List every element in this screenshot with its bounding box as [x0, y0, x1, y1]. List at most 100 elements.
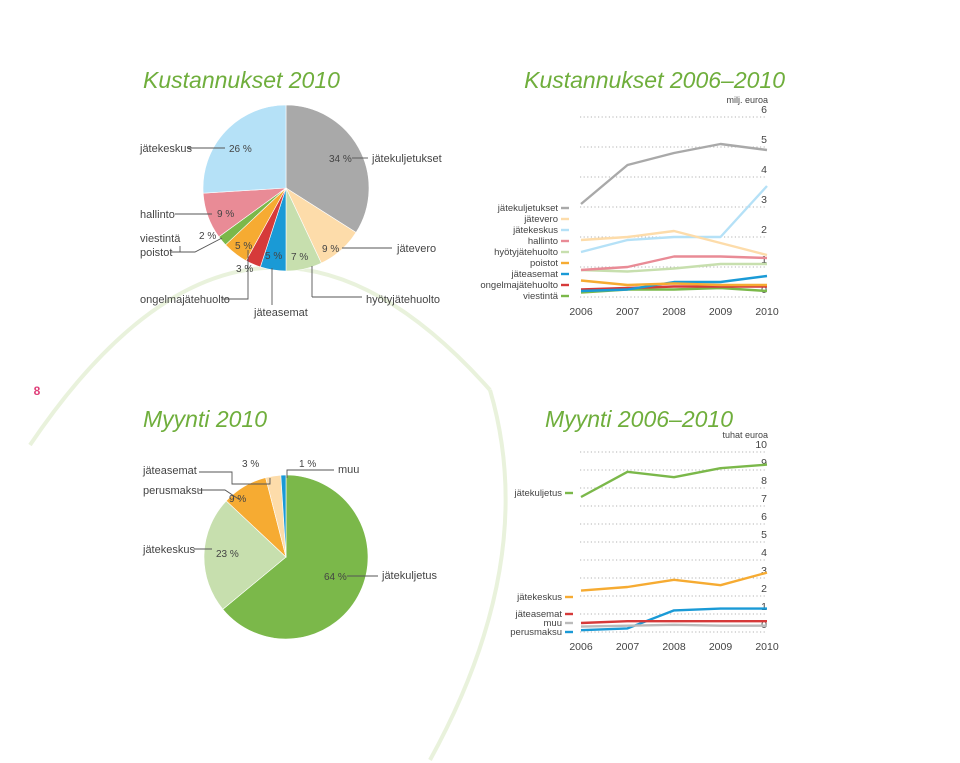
sales-trend-series-muu: [580, 623, 767, 628]
costs-label-jatevero: jätevero: [396, 243, 436, 255]
costs-2010-leader-lines: [171, 147, 392, 305]
sales-trend-legend-label-jateasemat: jäteasemat: [515, 609, 563, 620]
costs-2010-slice-jatekeskus: [202, 104, 287, 194]
sales-trend-unit-label: tuhat euroa: [722, 430, 768, 440]
costs-label-jatekuljetukset: jätekuljetukset: [371, 153, 442, 165]
costs-trend-legend-label-ongelmajatehuolto: ongelmajätehuolto: [480, 280, 558, 291]
costs-trend-legend: jätekuljetuksetjäteverojätekeskushallint…: [480, 203, 569, 302]
sales-trend-series-jatekuljetus: [580, 463, 768, 499]
sales-value-muu: 3 %: [242, 459, 259, 470]
sales-2010-slices: [203, 474, 369, 640]
sales-leader-jateasemat-muu: [199, 471, 271, 485]
sales-2010-slice-jatekeskus: [203, 500, 287, 610]
costs-trend-ytick-6: 6: [761, 104, 767, 116]
costs-trend-xtick-2006: 2006: [569, 306, 593, 318]
sales-value-jatekuljetus: 64 %: [324, 572, 347, 583]
sales-2010-slice-jatekuljetus: [222, 474, 369, 640]
sales-trend-legend: jätekuljetus jätekeskus jäteasematmuuperus…: [510, 488, 573, 638]
sales-2006-2010-line-chart: Myynti 2006–2010 tuhat euroa 01234567891…: [510, 406, 779, 653]
costs-value-ongelmajatehuolto: 3 %: [236, 264, 253, 275]
decorative-watermark: [28, 265, 508, 761]
costs-2010-title: Kustannukset 2010: [143, 67, 340, 93]
sales-trend-ytick-3: 3: [761, 565, 767, 577]
sales-trend-ytick-4: 4: [761, 547, 767, 559]
sales-trend-series-jateasemat: [580, 620, 767, 625]
sales-trend-title: Myynti 2006–2010: [545, 406, 733, 432]
sales-label-muu: muu: [338, 464, 359, 476]
costs-2010-slice-jatekuljetukset: [285, 104, 370, 233]
costs-label-jateasemat: jäteasemat: [253, 307, 308, 319]
costs-trend-ytick-5: 5: [761, 134, 767, 146]
costs-trend-ytick-4: 4: [761, 164, 767, 176]
costs-label-viestinta: viestintä: [140, 233, 181, 245]
sales-trend-legend-label-jatekuljetus: jätekuljetus: [513, 488, 562, 499]
costs-value-viestinta: 2 %: [199, 231, 216, 242]
costs-trend-series-jatekuljetukset: [580, 142, 768, 205]
costs-2010-slices: [202, 104, 370, 272]
sales-trend-legend-label-muu: muu: [544, 618, 562, 629]
sales-trend-ytick-1: 1: [761, 601, 767, 613]
sales-label-perusmaksu: perusmaksu: [143, 485, 203, 497]
sales-trend-ytick-9: 9: [761, 457, 767, 469]
costs-trend-legend-label-viestinta: viestintä: [523, 291, 559, 302]
costs-trend-series-jatevero: [580, 229, 768, 257]
costs-trend-series-jatekeskus: [580, 185, 768, 254]
sales-label-jateasemat: jäteasemat: [142, 465, 197, 477]
watermark-arc-right: [428, 389, 508, 761]
costs-trend-legend-label-jatekuljetukset: jätekuljetukset: [497, 203, 559, 214]
costs-label-hallinto: hallinto: [140, 209, 175, 221]
costs-trend-series-jateasemat: [580, 274, 768, 293]
sales-trend-legend-label-jatekeskus: jätekeskus: [516, 592, 562, 603]
costs-2010-labels: jätekeskus jätekuljetukset hallinto viestin…: [139, 143, 442, 319]
sales-trend-xtick-2009: 2009: [709, 641, 733, 653]
costs-trend-legend-label-jatekeskus: jätekeskus: [512, 225, 558, 236]
costs-trend-title: Kustannukset 2006–2010: [524, 67, 785, 93]
costs-trend-legend-label-poistot: poistot: [530, 258, 558, 269]
costs-trend-legend-label-hyotyjatehuolto: hyötyjätehuolto: [494, 247, 558, 258]
costs-label-ongelmajatehuolto: ongelmajätehuolto: [140, 294, 230, 306]
sales-trend-xtick-2006: 2006: [569, 641, 593, 653]
page-number: 8: [34, 384, 41, 398]
costs-trend-xtick-2008: 2008: [662, 306, 686, 318]
sales-value-perusmaksu: 9 %: [229, 494, 246, 505]
costs-value-poistot: 5 %: [235, 241, 252, 252]
sales-trend-series-jatekeskus: [580, 571, 768, 592]
costs-trend-series-poistot: [580, 279, 767, 287]
costs-value-jatevero: 9 %: [322, 244, 339, 255]
costs-trend-xtick-2010: 2010: [755, 306, 779, 318]
sales-trend-ytick-2: 2: [761, 583, 767, 595]
sales-2010-labels: jäteasemat perusmaksu jätekeskus muu jätekul…: [142, 459, 438, 583]
sales-2010-slice-jateasemat: [280, 474, 287, 558]
costs-label-jatekeskus: jätekeskus: [139, 143, 192, 155]
costs-trend-series: [580, 142, 768, 294]
sales-value-jateasemat: 1 %: [299, 459, 316, 470]
costs-leader-poistot-viestinta: [175, 237, 223, 253]
sales-trend-series-perusmaksu: [580, 607, 767, 632]
sales-leader-muu: [286, 469, 334, 478]
sales-trend-xtick-2007: 2007: [616, 641, 640, 653]
sales-2010-title: Myynti 2010: [143, 406, 267, 432]
sales-trend-xtick-2008: 2008: [662, 641, 686, 653]
costs-trend-xtick-2007: 2007: [616, 306, 640, 318]
costs-trend-unit-label: milj. euroa: [726, 95, 768, 105]
costs-value-jateasemat: 5 %: [265, 251, 282, 262]
sales-trend-ytick-5: 5: [761, 529, 767, 541]
costs-trend-legend-label-jatevero: jätevero: [523, 214, 558, 225]
costs-trend-series-hallinto: [580, 255, 768, 272]
sales-label-jatekeskus: jätekeskus: [142, 544, 195, 556]
sales-trend-legend-label-perusmaksu: perusmaksu: [510, 627, 562, 638]
costs-trend-xtick-2009: 2009: [709, 306, 733, 318]
sales-trend-ytick-8: 8: [761, 475, 767, 487]
costs-value-jatekeskus: 26 %: [229, 144, 252, 155]
watermark-arc-top: [28, 265, 492, 447]
costs-trend-ytick-3: 3: [761, 194, 767, 206]
sales-leader-perusmaksu: [199, 489, 241, 501]
costs-trend-legend-label-hallinto: hallinto: [528, 236, 558, 247]
costs-leader-ongelmajatehuolto: [222, 250, 249, 300]
costs-trend-series-ongelmajatehuolto: [580, 285, 767, 291]
costs-value-jatekuljetukset: 34 %: [329, 154, 352, 165]
sales-2010-leader-lines: [194, 469, 378, 577]
sales-trend-ytick-10: 10: [755, 439, 767, 451]
